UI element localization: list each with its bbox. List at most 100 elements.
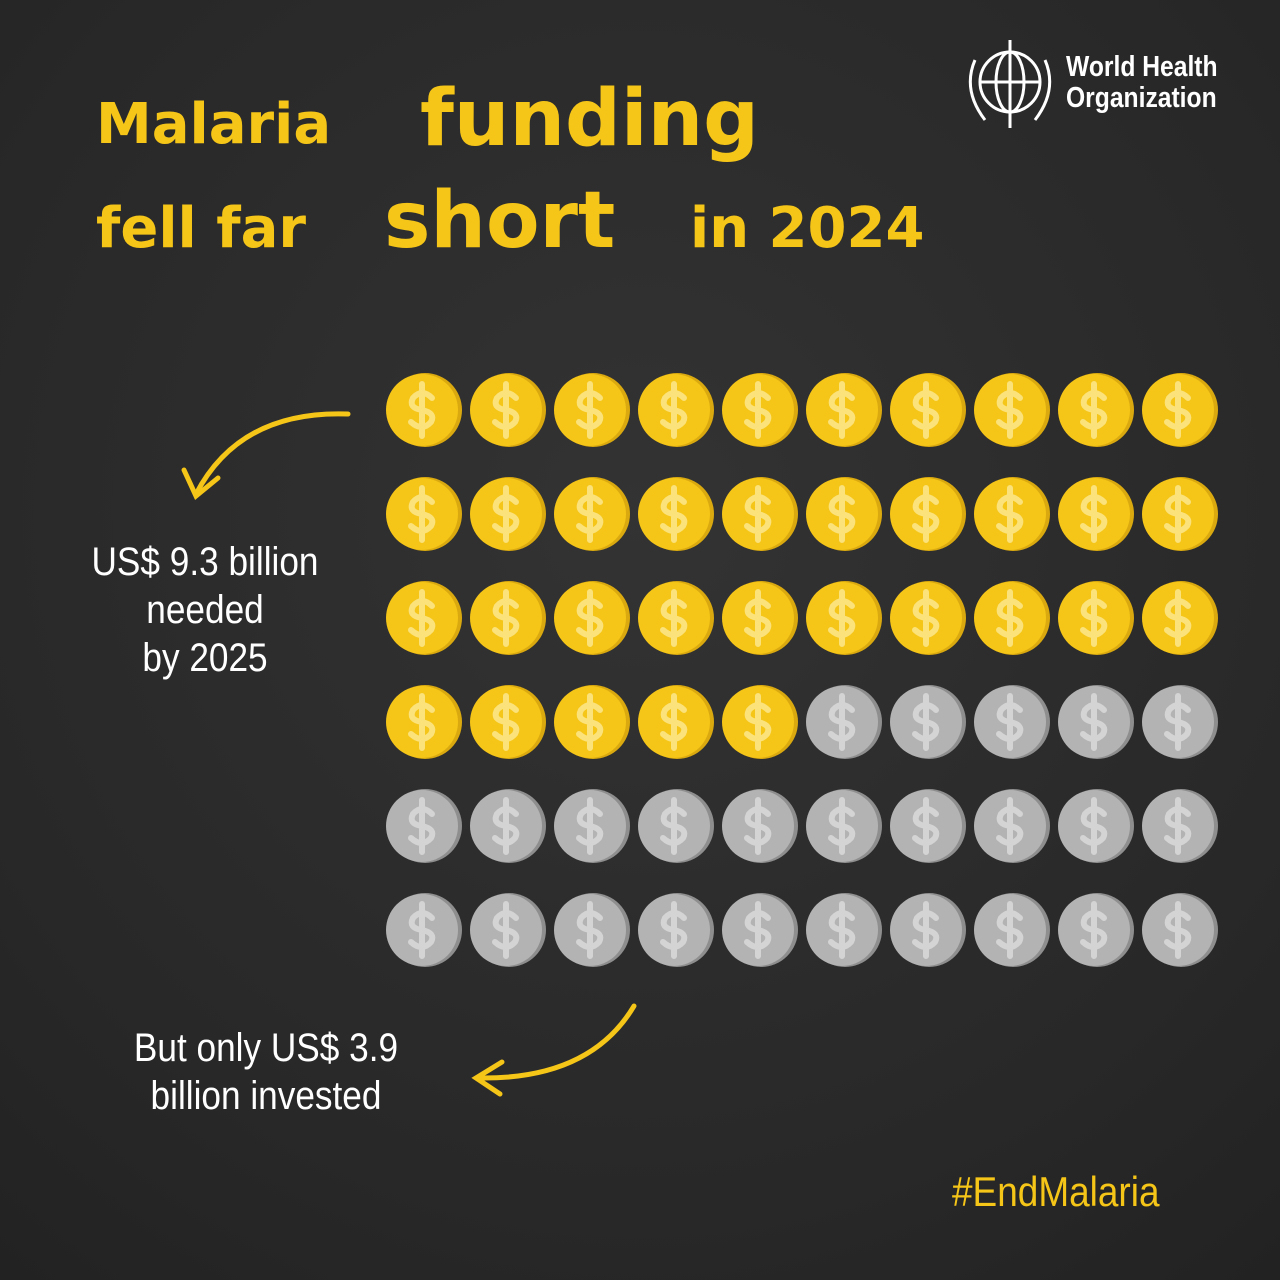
coin-unfunded [470,893,546,967]
dollar-sign [492,381,520,439]
dollar-sign [744,901,772,959]
dollar-sign [660,589,688,647]
coin-unfunded [974,789,1050,863]
coin-unfunded [386,893,462,967]
coin-unfunded [1142,685,1218,759]
dollar-sign [1080,797,1108,855]
dollar-sign [1080,589,1108,647]
coin-funded [1142,581,1218,655]
coin-unfunded [1058,789,1134,863]
coin-funded [722,581,798,655]
coin-funded [638,477,714,551]
coin-unfunded [722,893,798,967]
dollar-sign [996,797,1024,855]
coin-funded [974,477,1050,551]
dollar-sign [996,485,1024,543]
coin-funded [638,685,714,759]
coin-funded [386,477,462,551]
dollar-sign [828,589,856,647]
dollar-sign [408,485,436,543]
coin-unfunded [470,789,546,863]
dollar-sign [828,693,856,751]
dollar-sign [408,797,436,855]
logo-line: Organization [1066,82,1217,114]
dollar-sign [828,381,856,439]
logo-line: World Health [1066,51,1218,83]
coin-funded [386,581,462,655]
coin-funded [890,477,966,551]
dollar-sign [492,589,520,647]
coin-unfunded [1142,789,1218,863]
coin-unfunded [806,789,882,863]
coin-unfunded [890,789,966,863]
coin-funded [1058,581,1134,655]
coin-funded [470,685,546,759]
coin-funded [722,373,798,447]
dollar-sign [576,693,604,751]
dollar-sign [996,589,1024,647]
coin-unfunded [386,789,462,863]
dollar-sign [912,381,940,439]
dollar-sign [492,693,520,751]
coin-unfunded [722,789,798,863]
dollar-sign [912,797,940,855]
arrow-needed [181,411,351,500]
coin-funded [1058,373,1134,447]
dollar-sign [660,485,688,543]
dollar-sign [1164,485,1192,543]
coin-funded [470,373,546,447]
invested-note: But only US$ 3.9 billion invested [99,1024,433,1120]
coin-funded [638,373,714,447]
coin-funded [554,477,630,551]
coin-funded [974,373,1050,447]
coin-funded [1142,477,1218,551]
coin-funded [386,373,462,447]
dollar-sign [660,901,688,959]
dollar-sign [576,485,604,543]
coin-funded [1058,477,1134,551]
dollar-sign [1080,485,1108,543]
coin-unfunded [554,893,630,967]
dollar-sign [996,901,1024,959]
dollar-sign [912,693,940,751]
needed-note: US$ 9.3 billion needed by 2025 [60,538,350,682]
coin-unfunded [890,893,966,967]
dollar-sign [492,485,520,543]
arrow-invested [471,1003,637,1097]
coin-funded [554,581,630,655]
dollar-sign [660,381,688,439]
dollar-sign [492,797,520,855]
dollar-sign [912,485,940,543]
dollar-sign [576,589,604,647]
dollar-sign [660,693,688,751]
dollar-sign [828,485,856,543]
dollar-sign [744,381,772,439]
coin-unfunded [638,789,714,863]
coin-funded [470,581,546,655]
coin-funded [638,581,714,655]
dollar-sign [1080,693,1108,751]
dollar-sign [1164,693,1192,751]
coin-unfunded [554,789,630,863]
dollar-sign [576,381,604,439]
dollar-sign [1080,381,1108,439]
coin-funded [470,477,546,551]
dollar-sign [744,693,772,751]
dollar-sign [660,797,688,855]
who-emblem [968,40,1052,128]
coin-unfunded [974,685,1050,759]
coin-unfunded [806,893,882,967]
coin-unfunded [1058,685,1134,759]
coin-funded [554,685,630,759]
dollar-sign [1164,901,1192,959]
coin-unfunded [1058,893,1134,967]
dollar-sign [408,589,436,647]
coin-funded [890,373,966,447]
dollar-sign [828,797,856,855]
dollar-sign [492,901,520,959]
dollar-sign [996,381,1024,439]
dollar-sign [996,693,1024,751]
coin-funded [722,477,798,551]
coin-grid [386,373,1218,967]
